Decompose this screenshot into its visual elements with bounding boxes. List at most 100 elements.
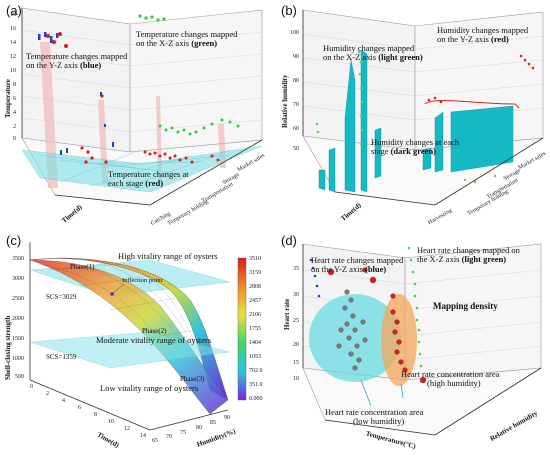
low-humidity-note: Heart rate concentration area (low humid… [325, 408, 423, 426]
note-color: (red) [145, 177, 164, 188]
high-vitality-label: High vitality range of oysters [118, 251, 218, 261]
note-line: Heart rate concentration area [325, 407, 424, 417]
note-text: the X-Z axis [417, 253, 460, 264]
ztick: 3000 [12, 276, 24, 282]
note-color: (blue) [364, 263, 387, 274]
inflection-label: Inflection point [122, 277, 163, 284]
panel-b-note-yz: Humidity changes mapped on the Y-Z axis … [437, 26, 528, 44]
phase2-label: Phase(2) [142, 327, 167, 335]
panel-c: (c) Phase(1) High vitality range of oyst… [0, 230, 275, 460]
panel-b-plot [302, 9, 544, 206]
panel-d-zlabel: Heart rate [283, 298, 291, 330]
ytick: 85 [210, 420, 216, 426]
ztick: 500 [15, 374, 24, 380]
ztick: 6 [13, 96, 16, 102]
note-line: (low humidity) [353, 415, 405, 426]
note-line: on the Y-Z axis (blue) [311, 263, 403, 274]
ztick: 60 [293, 126, 299, 132]
note-color: (light green) [461, 253, 507, 264]
note-line: Heart rate changes mapped on [417, 245, 520, 255]
colorbar-tick: 2808 [249, 284, 261, 290]
colorbar-tick: 1755 [249, 326, 261, 332]
panel-b-note-xz: Humidity changes mapped on the X-Z axis … [323, 44, 423, 62]
moderate-vitality-label: Moderate vitality range of oysters [96, 335, 212, 345]
ytick: 65 [152, 438, 158, 444]
panel-a-note-stage: Temperature changes at each stage (red) [108, 170, 189, 188]
colorbar-tick: 1053 [249, 354, 261, 360]
note-line: Heart rate changes mapped [311, 255, 404, 265]
note-line: Temperature changes mapped [136, 29, 238, 39]
ztick: 35 [293, 266, 299, 272]
note-text: stage [371, 145, 389, 156]
note-color: (green) [191, 37, 218, 48]
ztick: 18 [10, 12, 16, 18]
ztick: 4 [13, 110, 16, 116]
mapping-density-label: Mapping density [433, 301, 498, 311]
ztick: 20 [293, 342, 299, 348]
note-color: (dark green) [390, 145, 436, 156]
note-line: stage (dark green) [371, 145, 459, 156]
note-line: Humidity changes at each [371, 137, 460, 147]
colorbar-tick: 2457 [249, 298, 261, 304]
note-color: (light green) [378, 51, 423, 62]
note-line: (high humidity) [427, 377, 481, 388]
ztick: 100 [290, 30, 299, 36]
note-line: on the Y-Z axis (blue) [26, 59, 127, 70]
ztick: 2500 [12, 296, 24, 302]
ztick: 14 [10, 40, 16, 46]
ztick: 10 [293, 376, 299, 382]
note-line: the X-Z axis (light green) [417, 253, 520, 264]
panel-d-plot [302, 243, 542, 436]
ztick: 80 [293, 78, 299, 84]
xtick: 12 [124, 426, 130, 432]
panel-b-label: (b) [281, 3, 297, 18]
ytick: 80 [196, 425, 202, 431]
ztick: 30 [293, 292, 299, 298]
colorbar-tick: 351.0 [249, 382, 263, 388]
note-line: on the Y-Z axis (red) [437, 33, 528, 44]
ztick: 0 [13, 136, 16, 142]
ztick: 16 [10, 26, 16, 32]
panel-a-label: (a) [6, 3, 22, 18]
colorbar-tick: 3510 [249, 256, 261, 262]
note-line: Heart rate concentration area [401, 369, 500, 379]
panel-d: (d) Heart rate changes mapped on the Y-Z… [275, 230, 550, 460]
panel-a-plot [21, 7, 263, 206]
ztick: 2 [13, 124, 16, 130]
ztick: 8 [13, 82, 16, 88]
note-text: on the Y-Z axis [437, 33, 489, 44]
ztick: 1500 [12, 336, 24, 342]
ztick: 3500 [12, 256, 24, 262]
low-vitality-label: Low vitality range of oysters [100, 383, 199, 393]
note-line: on the X-Z axis (light green) [323, 51, 423, 62]
ztick: 25 [293, 318, 299, 324]
xtick: 4 [62, 398, 65, 404]
ztick: 12 [10, 54, 16, 60]
ztick: 90 [293, 54, 299, 60]
note-text: on the Y-Z axis [26, 59, 78, 70]
high-humidity-note: Heart rate concentration area (high humi… [401, 370, 499, 388]
colorbar-tick: 702.0 [249, 368, 263, 374]
phase1-label: Phase(1) [70, 263, 95, 271]
note-text: on the X-Z axis [136, 37, 190, 48]
scs-low-label: SCS=1359 [46, 353, 77, 361]
note-color: (red) [490, 33, 509, 44]
ztick: 70 [293, 102, 299, 108]
note-line: each stage (red) [108, 177, 189, 188]
note-text: each stage [108, 177, 144, 188]
xtick: 10 [108, 419, 114, 425]
panel-c-label: (c) [6, 233, 22, 248]
xtick: 0 [30, 384, 33, 390]
panel-a-zlabel: Temperature [4, 79, 12, 118]
note-line: Temperature changes mapped [26, 51, 128, 61]
note-text: on the Y-Z axis [311, 263, 363, 274]
ztick: 50 [293, 146, 299, 152]
xtick: 8 [94, 412, 97, 418]
panel-b: (b) Humidity changes mapped on the X-Z a… [275, 0, 550, 230]
panel-a: (a) Temperature changes mapped on the Y-… [0, 0, 275, 230]
ztick: 10 [10, 68, 16, 74]
colorbar-tick: 2106 [249, 312, 261, 318]
panel-a-note-xz: Temperature changes mapped on the X-Z ax… [136, 30, 237, 48]
colorbar-tick: 0.000 [249, 396, 263, 402]
